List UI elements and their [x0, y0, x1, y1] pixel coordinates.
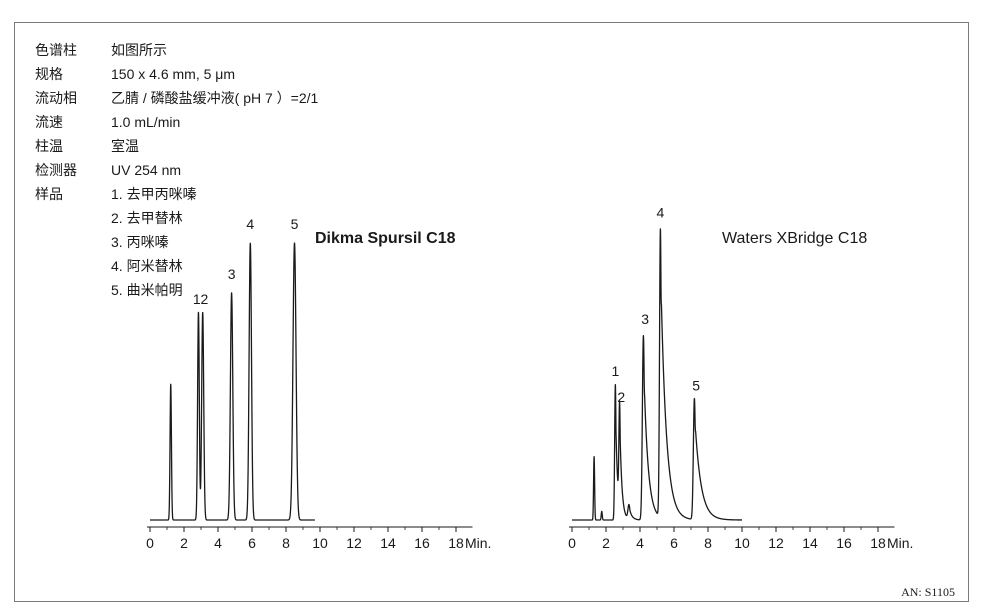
sample-item: 4. 阿米替林 — [111, 258, 183, 274]
x-tick-label: 6 — [670, 535, 678, 551]
peak-label: 3 — [228, 266, 236, 282]
peak-label: 3 — [641, 311, 649, 327]
condition-value: 室温 — [111, 138, 139, 154]
chromatogram-trace — [149, 242, 316, 521]
x-tick-label: 10 — [312, 535, 328, 551]
sample-item: 2. 去甲替林 — [111, 210, 183, 226]
condition-row-detector: 检测器 UV 254 nm — [35, 158, 318, 182]
sample-item: 3. 丙咪嗪 — [111, 234, 169, 250]
condition-label: 色谱柱 — [35, 42, 77, 58]
chart-title: Waters XBridge C18 — [722, 230, 867, 247]
x-tick-label: 4 — [214, 535, 222, 551]
x-tick-label: 8 — [282, 535, 290, 551]
sample-item: 5. 曲米帕明 — [111, 282, 183, 298]
x-tick-label: 8 — [704, 535, 712, 551]
condition-label: 柱温 — [35, 138, 63, 154]
peak-label: 4 — [657, 205, 665, 221]
x-axis-unit: Min. — [465, 535, 491, 551]
x-tick-label: 2 — [602, 535, 610, 551]
condition-value: 如图所示 — [111, 42, 167, 58]
condition-label: 流动相 — [35, 90, 77, 106]
condition-row-mobile-phase: 流动相 乙腈 / 磷酸盐缓冲液( pH 7 ）=2/1 — [35, 86, 318, 110]
x-tick-label: 12 — [768, 535, 784, 551]
condition-label: 检测器 — [35, 162, 77, 178]
x-tick-label: 16 — [836, 535, 852, 551]
chart-title: Dikma Spursil C18 — [315, 230, 456, 247]
condition-row-samples: 样品 1. 去甲丙咪嗪 2. 去甲替林 3. 丙咪嗪 4. 阿米替林 5. 曲米… — [35, 182, 318, 302]
peak-label: 2 — [201, 291, 209, 307]
x-tick-label: 2 — [180, 535, 188, 551]
x-tick-label: 14 — [802, 535, 818, 551]
sample-list: 1. 去甲丙咪嗪 2. 去甲替林 3. 丙咪嗪 4. 阿米替林 5. 曲米帕明 — [111, 182, 197, 302]
x-tick-label: 4 — [636, 535, 644, 551]
condition-row-size: 规格 150 x 4.6 mm, 5 μm — [35, 62, 318, 86]
condition-row-column: 色谱柱 如图所示 — [35, 38, 318, 62]
peak-label: 1 — [193, 291, 201, 307]
condition-label: 流速 — [35, 114, 63, 130]
x-tick-label: 0 — [146, 535, 154, 551]
x-axis-unit: Min. — [887, 535, 913, 551]
peak-label: 5 — [692, 377, 700, 393]
condition-label: 规格 — [35, 66, 63, 82]
x-tick-label: 6 — [248, 535, 256, 551]
x-tick-label: 0 — [568, 535, 576, 551]
condition-row-temperature: 柱温 室温 — [35, 134, 318, 158]
condition-value: 乙腈 / 磷酸盐缓冲液( pH 7 ）=2/1 — [111, 90, 319, 106]
condition-value: 1.0 mL/min — [111, 114, 181, 130]
application-note-code: AN: S1105 — [901, 585, 955, 599]
x-tick-label: 10 — [734, 535, 750, 551]
chromatography-conditions: 色谱柱 如图所示 规格 150 x 4.6 mm, 5 μm 流动相 乙腈 / … — [35, 38, 318, 302]
peak-label: 2 — [617, 389, 625, 405]
samples-label: 样品 — [35, 186, 63, 202]
condition-row-flow-rate: 流速 1.0 mL/min — [35, 110, 318, 134]
x-tick-label: 18 — [448, 535, 464, 551]
x-tick-label: 14 — [380, 535, 396, 551]
peak-label: 1 — [611, 363, 619, 379]
x-tick-label: 18 — [870, 535, 886, 551]
x-tick-label: 12 — [346, 535, 362, 551]
figure-frame — [14, 22, 969, 602]
sample-item: 1. 去甲丙咪嗪 — [111, 186, 197, 202]
x-tick-label: 16 — [414, 535, 430, 551]
condition-value: 150 x 4.6 mm, 5 μm — [111, 66, 235, 82]
peak-label: 5 — [291, 216, 299, 232]
condition-value: UV 254 nm — [111, 162, 182, 178]
peak-label: 4 — [246, 216, 254, 232]
chromatogram-trace — [571, 228, 743, 521]
